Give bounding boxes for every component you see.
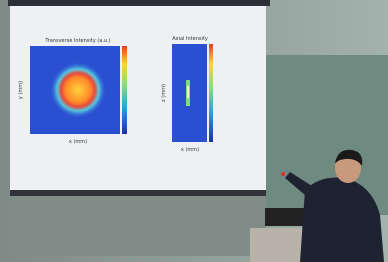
y-axis-label: z (mm) [161,84,167,102]
lower-wall [10,196,266,256]
screen-bottom-bar [10,190,266,196]
page: Transverse Intensity (a.u.) x (mm) y (mm… [0,0,388,262]
colorbar [209,44,213,142]
colorbar [122,46,127,134]
axial-peak [187,86,189,98]
y-axis-label: y (mm) [18,81,24,99]
photo: Transverse Intensity (a.u.) x (mm) y (mm… [0,0,388,262]
laser-pointer [281,172,285,176]
intensity-spot [50,62,106,118]
panel-title: Axial Intensity [172,36,208,42]
screen-top-bar [8,0,270,6]
panel-title: Transverse Intensity (a.u.) [44,38,110,44]
x-axis-label: x (mm) [69,139,87,145]
x-axis-label: x (mm) [181,147,199,153]
laptop [265,208,305,226]
